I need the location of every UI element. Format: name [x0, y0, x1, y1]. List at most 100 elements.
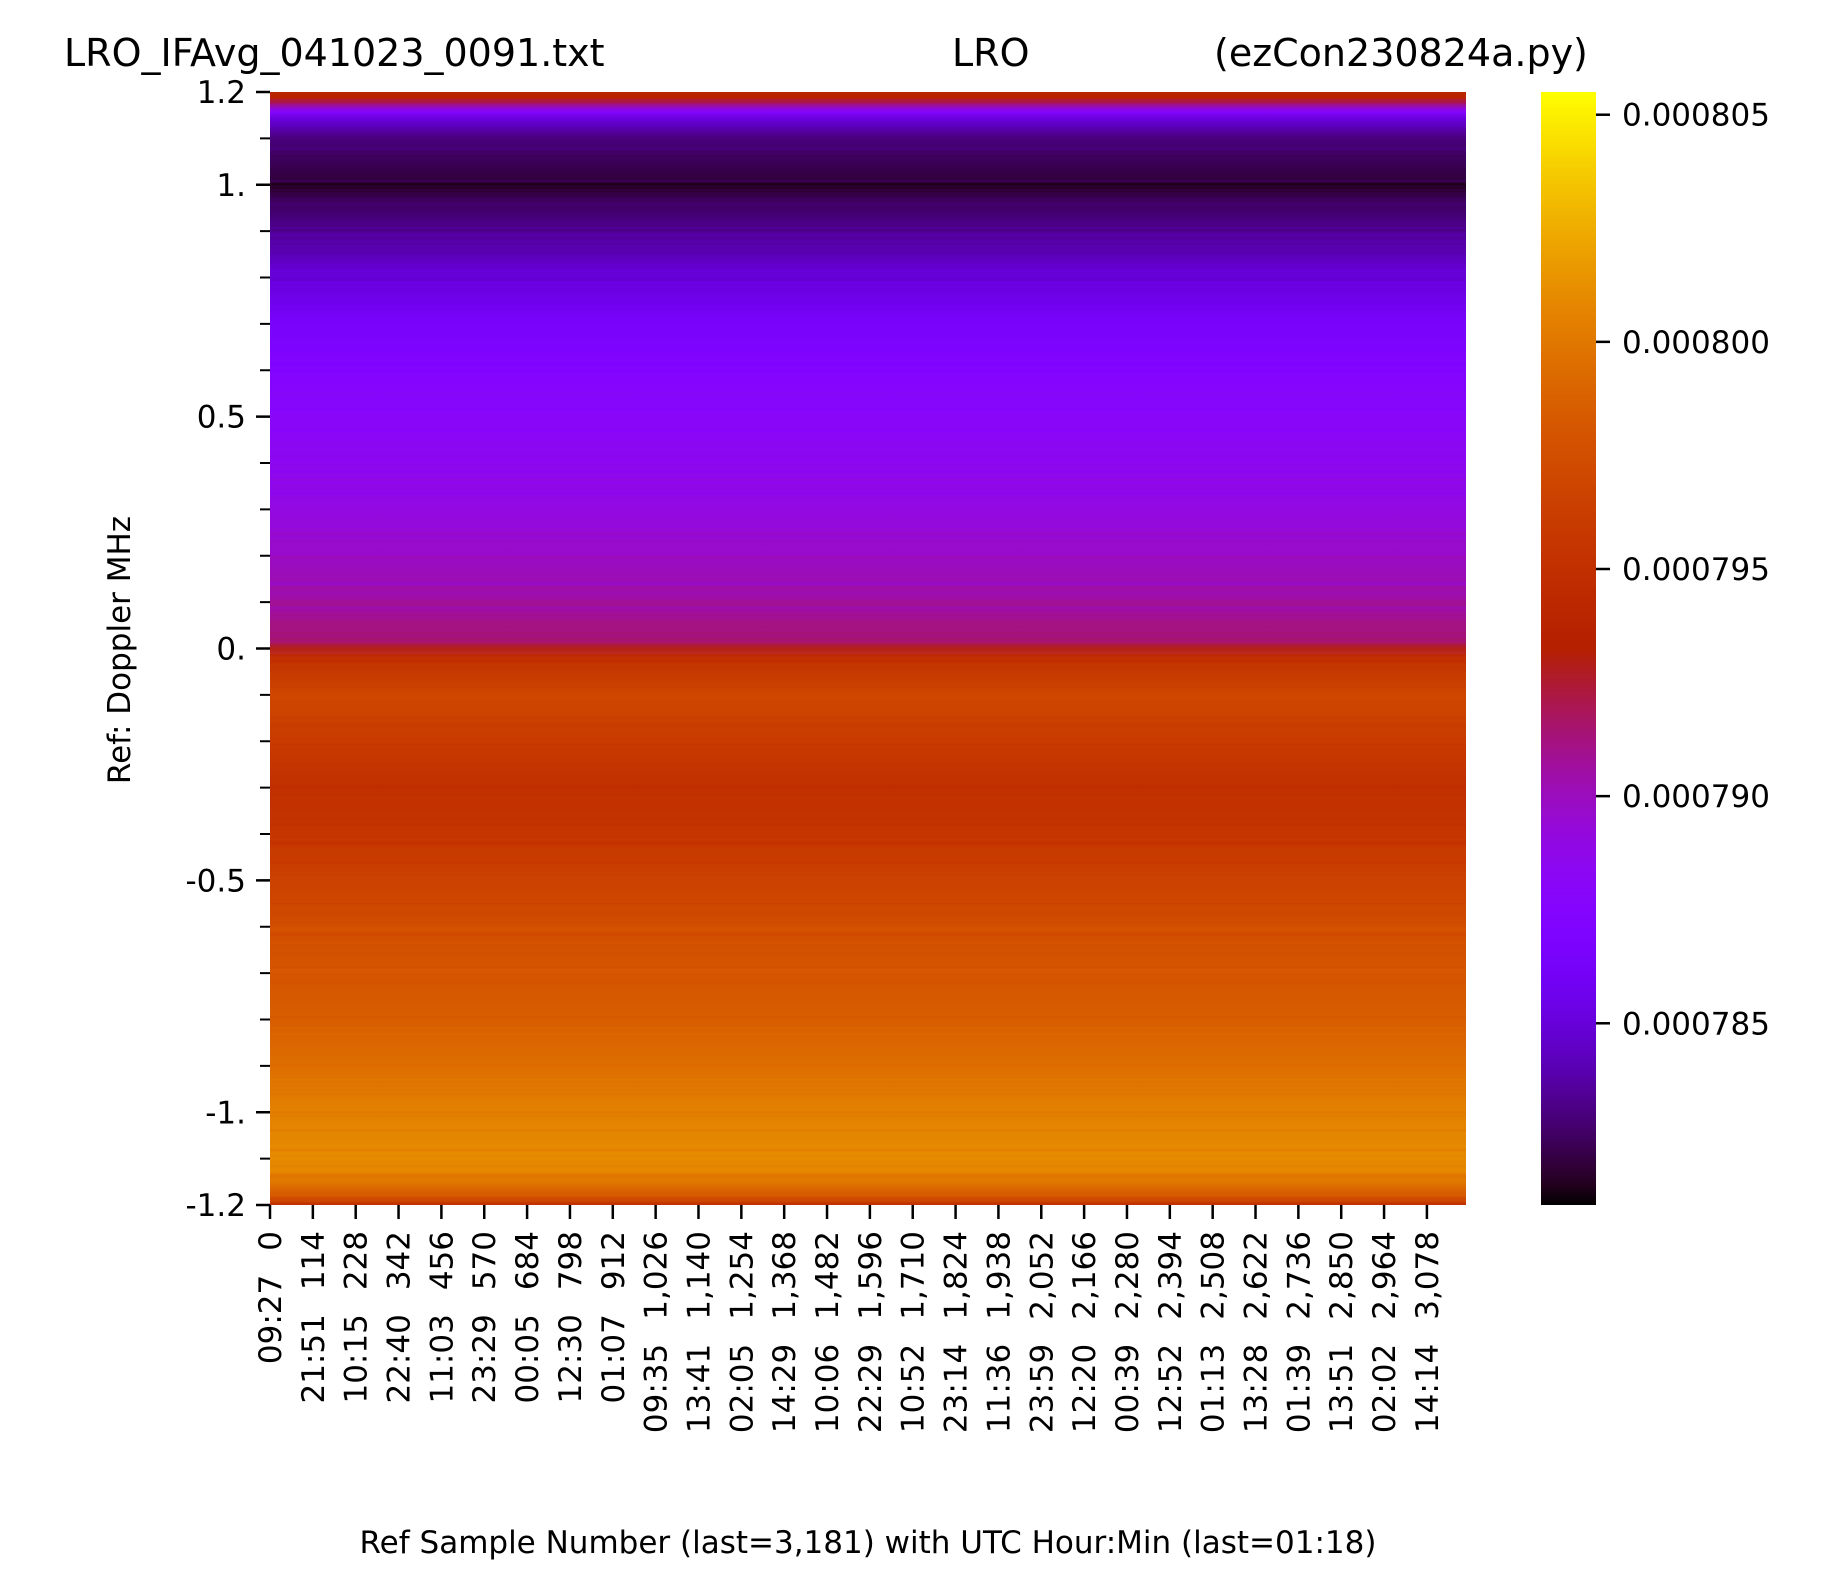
heatmap-row	[270, 645, 1466, 648]
heatmap-row	[270, 822, 1466, 824]
heatmap-row	[270, 249, 1466, 253]
x-tick-time: 23:14	[939, 1344, 975, 1433]
x-tick-label: 13:51 2,850	[1324, 1231, 1360, 1433]
heatmap-row	[270, 340, 1466, 342]
heatmap-row	[270, 362, 1466, 364]
heatmap-row	[270, 621, 1466, 623]
x-tick-time: 11:36	[981, 1344, 1017, 1433]
x-tick-time: 00:39	[1110, 1344, 1146, 1433]
colorbar-tick-label: 0.000790	[1622, 779, 1770, 815]
heatmap-row	[270, 1144, 1466, 1147]
heatmap-row	[270, 719, 1466, 722]
heatmap-row	[270, 180, 1466, 183]
heatmap-row	[270, 187, 1466, 190]
heatmap-row	[270, 1095, 1466, 1098]
heatmap-row	[270, 856, 1466, 858]
heatmap-row	[270, 800, 1466, 803]
heatmap-row	[270, 839, 1466, 843]
heatmap-row	[270, 1089, 1466, 1091]
x-tick-label: 12:52 2,394	[1153, 1231, 1189, 1433]
heatmap-row	[270, 1169, 1466, 1171]
heatmap-row	[270, 737, 1466, 741]
heatmap-row	[270, 287, 1466, 289]
heatmap-row	[270, 233, 1466, 237]
x-tick-time: 11:03	[424, 1314, 460, 1403]
x-tick-time: 10:15	[339, 1314, 375, 1403]
heatmap-row	[270, 278, 1466, 281]
heatmap-row	[270, 541, 1466, 543]
x-tick-sample: 1,596	[853, 1231, 889, 1320]
heatmap-row	[270, 168, 1466, 170]
heatmap-row	[270, 195, 1466, 197]
heatmap-row	[270, 599, 1466, 602]
heatmap-row	[270, 551, 1466, 554]
x-tick-sample: 570	[467, 1231, 503, 1290]
heatmap-row	[270, 968, 1466, 970]
heatmap-row	[270, 582, 1466, 585]
x-tick-label: 21:51 114	[296, 1231, 332, 1404]
x-axis-label: Ref Sample Number (last=3,181) with UTC …	[360, 1525, 1377, 1561]
heatmap-row	[270, 842, 1466, 845]
heatmap-row	[270, 982, 1466, 984]
heatmap-row	[270, 641, 1466, 644]
heatmap-row	[270, 1127, 1466, 1131]
x-tick-sample: 2,964	[1367, 1231, 1403, 1320]
heatmap-row	[270, 912, 1466, 916]
x-tick-sample: 2,394	[1153, 1231, 1189, 1320]
heatmap-row	[270, 190, 1466, 193]
heatmap-row	[270, 1076, 1466, 1078]
chart-title-script: (ezCon230824a.py)	[1214, 31, 1588, 75]
heatmap-row	[270, 1159, 1466, 1161]
x-tick-sample: 2,508	[1196, 1231, 1232, 1320]
heatmap-row	[270, 302, 1466, 305]
x-tick-sample: 114	[296, 1231, 332, 1290]
x-tick-sample: 3,078	[1410, 1231, 1446, 1320]
x-tick-label: 00:05 684	[510, 1231, 546, 1404]
x-tick-label: 12:30 798	[553, 1231, 589, 1404]
heatmap-row	[270, 1192, 1466, 1196]
x-tick-label: 11:36 1,938	[981, 1231, 1017, 1433]
heatmap-row	[270, 1161, 1466, 1163]
heatmap-row	[270, 147, 1466, 151]
x-tick-sample: 2,052	[1024, 1231, 1060, 1320]
x-tick-label: 23:59 2,052	[1024, 1231, 1060, 1433]
x-tick-label: 09:35 1,026	[639, 1231, 675, 1433]
heatmap-row	[270, 1016, 1466, 1018]
heatmap-row	[270, 941, 1466, 945]
heatmap-row	[270, 121, 1466, 123]
heatmap-row	[270, 1064, 1466, 1067]
heatmap-row	[270, 1186, 1466, 1188]
x-tick-sample: 798	[553, 1231, 589, 1290]
heatmap-row	[270, 659, 1466, 663]
x-tick-label: 10:52 1,710	[896, 1231, 932, 1433]
heatmap-row	[270, 880, 1466, 884]
x-tick-time: 14:14	[1410, 1344, 1446, 1433]
y-tick-label: -1.	[205, 1095, 246, 1131]
heatmap-row	[270, 890, 1466, 892]
heatmap-row	[270, 252, 1466, 254]
heatmap-row	[270, 236, 1466, 239]
heatmap-row	[270, 346, 1466, 349]
heatmap-row	[270, 124, 1466, 126]
heatmap-row	[270, 743, 1466, 746]
x-tick-time: 13:51	[1324, 1344, 1360, 1433]
x-tick-sample: 1,026	[639, 1231, 675, 1320]
x-tick-sample: 1,938	[981, 1231, 1017, 1320]
x-tick-sample: 1,710	[896, 1231, 932, 1320]
heatmap-row	[270, 933, 1466, 936]
heatmap-row	[270, 1027, 1466, 1030]
heatmap-row	[270, 1169, 1466, 1173]
heatmap-row	[270, 934, 1466, 937]
x-tick-time: 23:29	[467, 1314, 503, 1403]
heatmap-row	[270, 436, 1466, 438]
y-axis: 1.2 1. 0.5 0. -0.5 -1. -1.2	[186, 75, 270, 1224]
heatmap-row	[270, 110, 1466, 113]
heatmap-row	[270, 368, 1466, 371]
heatmap-row	[270, 554, 1466, 558]
heatmap-row	[270, 465, 1466, 468]
heatmap-row	[270, 827, 1466, 829]
x-tick-label: 10:06 1,482	[810, 1231, 846, 1433]
x-tick-sample: 2,166	[1067, 1231, 1103, 1320]
heatmap-row	[270, 629, 1466, 631]
